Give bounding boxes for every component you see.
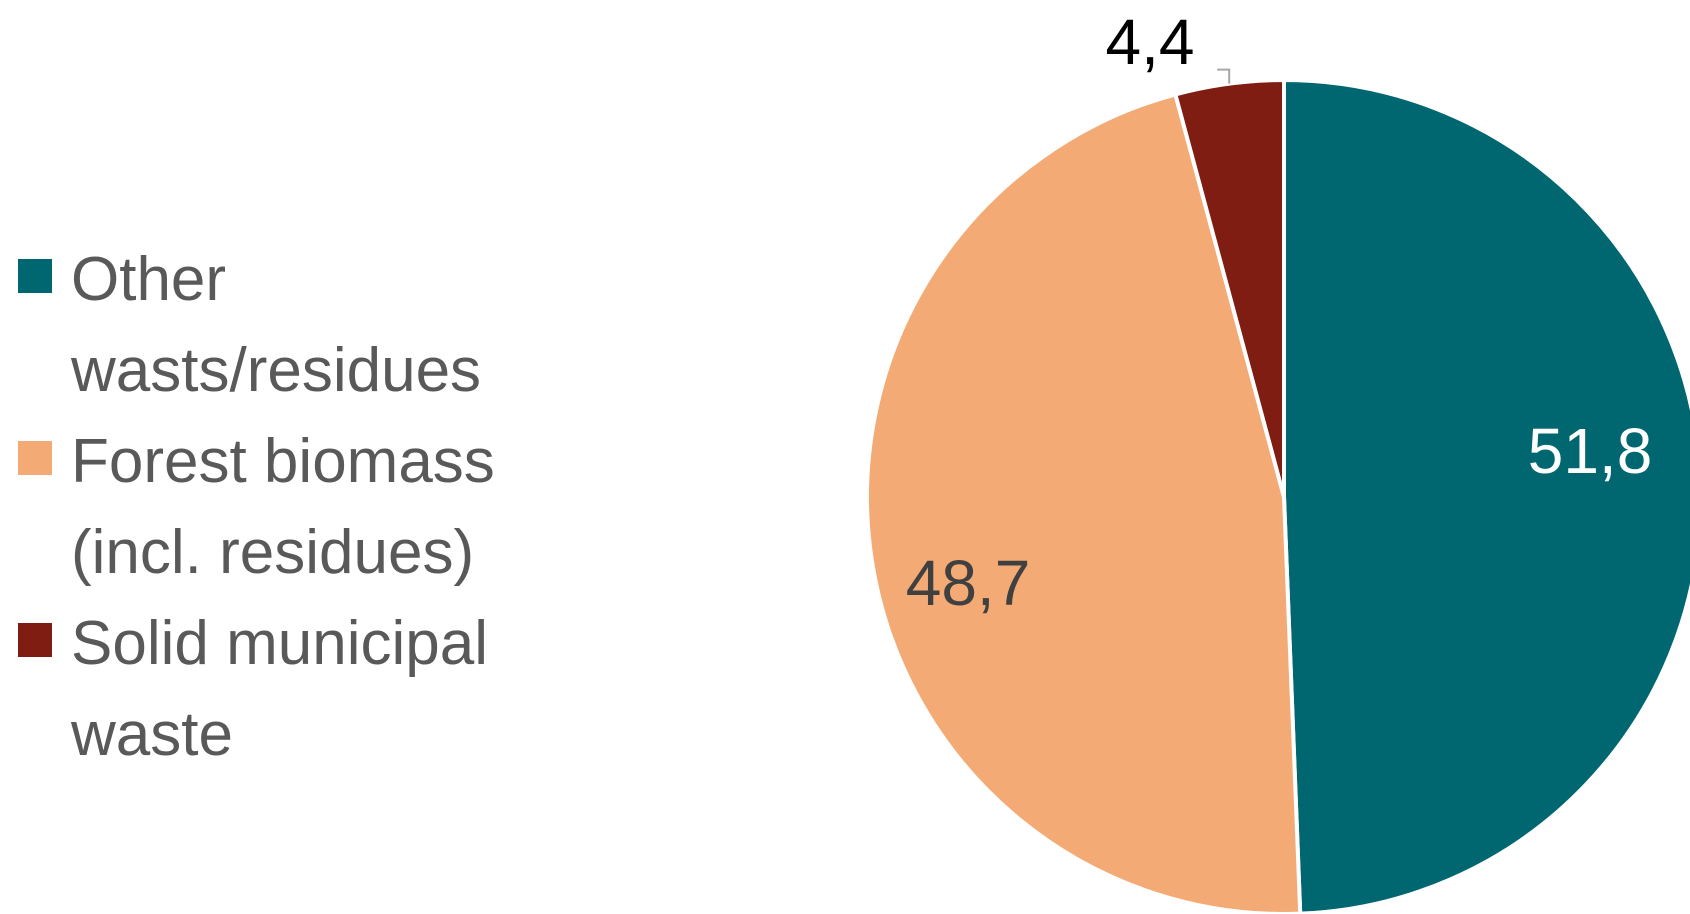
legend-swatch-3 [18, 623, 52, 657]
legend-label-3-line-1: Solid municipal [71, 609, 488, 678]
legend: Other wasts/residues Forest biomass (incl. … [18, 245, 495, 769]
legend-label-1-line-2: wasts/residues [70, 336, 481, 405]
data-label-1: 51,8 [1528, 415, 1653, 487]
pie-slice-3 [1173, 78, 1286, 499]
data-labels: 51,8 48,7 4,4 [906, 6, 1653, 619]
legend-swatch-2 [18, 441, 52, 475]
legend-label-3-line-2: waste [70, 700, 233, 769]
legend-swatch-1 [18, 259, 52, 293]
pie-slice-1 [1282, 78, 1690, 914]
leader-line [1217, 68, 1231, 84]
data-label-2: 48,7 [906, 547, 1031, 619]
pie-slices [865, 78, 1690, 914]
legend-label-2-line-1: Forest biomass [71, 427, 495, 496]
pie-slice-2 [865, 92, 1303, 914]
legend-label-2-line-2: (incl. residues) [71, 518, 474, 587]
data-label-3: 4,4 [1106, 6, 1195, 78]
legend-label-1-line-1: Other [71, 245, 226, 314]
